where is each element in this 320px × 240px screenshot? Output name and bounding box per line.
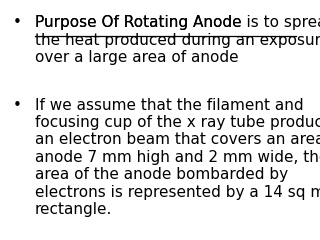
Text: If we assume that the filament and
focusing cup of the x ray tube produce
an ele: If we assume that the filament and focus… [35,98,320,217]
Text: •: • [13,15,22,30]
Text: Purpose Of Rotating Anode: Purpose Of Rotating Anode [35,15,241,30]
Text: •: • [13,98,22,113]
Text: Purpose Of Rotating Anode is to spread
the heat produced during an exposure
over: Purpose Of Rotating Anode is to spread t… [35,15,320,65]
